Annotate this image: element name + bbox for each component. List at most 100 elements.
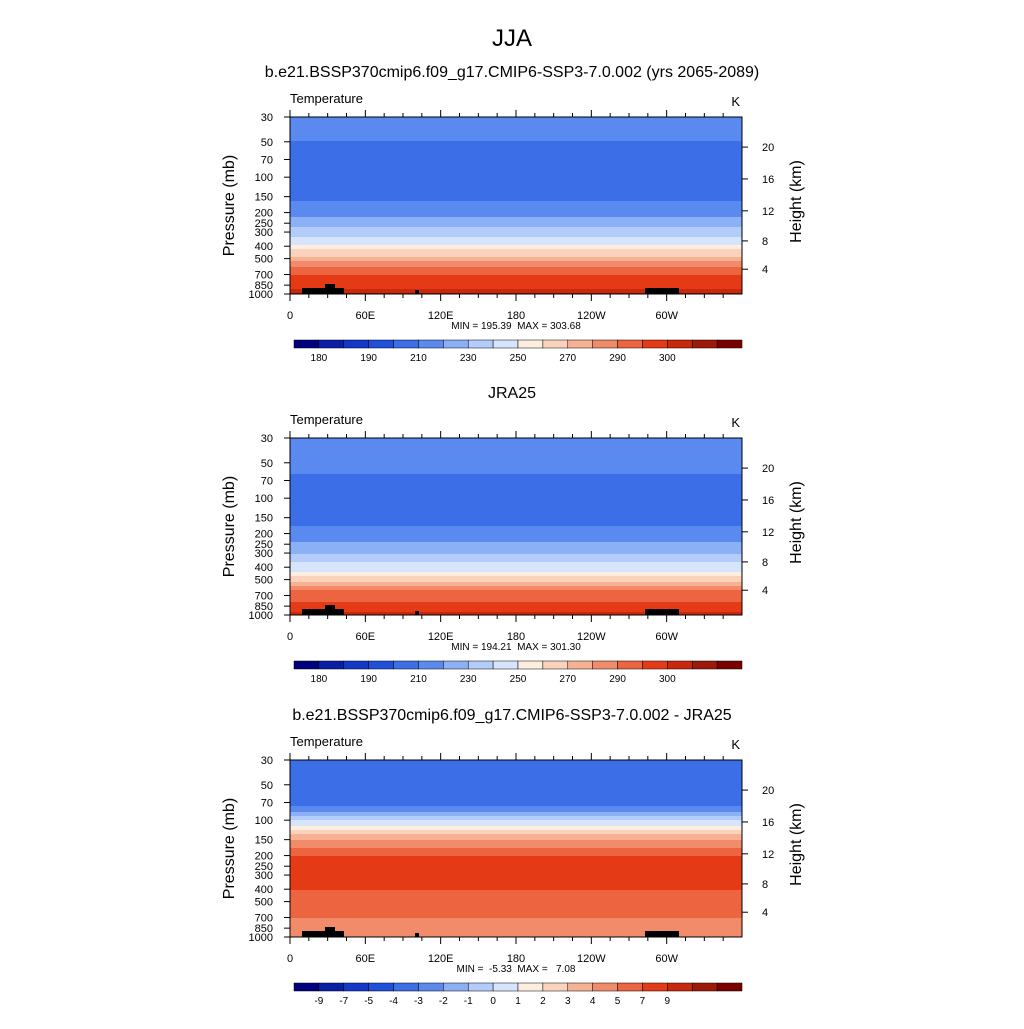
contour-band: [290, 498, 742, 501]
contour-band: [290, 518, 742, 521]
contour-band: [290, 820, 742, 823]
contour-band: [290, 850, 742, 853]
contour-band: [290, 259, 742, 262]
contour-band: [290, 119, 742, 122]
contour-band: [290, 788, 742, 791]
contour-band: [290, 930, 742, 933]
contour-band: [290, 916, 742, 919]
variable-label: Temperature: [290, 734, 363, 749]
contour-band: [290, 484, 742, 487]
colorbar-swatch: [343, 660, 369, 670]
topography: [645, 609, 679, 615]
contour-band: [290, 926, 742, 929]
pressure-tick-label: 150: [255, 192, 273, 204]
lon-tick-label: 0: [287, 631, 293, 643]
pressure-tick-label: 850: [255, 280, 273, 292]
colorbar-label: 210: [410, 674, 427, 685]
contour-band: [290, 440, 742, 443]
y-axis-right-label: Height (km): [788, 803, 805, 886]
contour-band: [290, 486, 742, 489]
contour-band: [290, 504, 742, 507]
contour-band: [290, 558, 742, 561]
contour-band: [290, 606, 742, 609]
colorbar-swatch: [343, 982, 369, 992]
pressure-tick-label: 50: [261, 458, 273, 470]
contour-band: [290, 604, 742, 607]
contour-band: [290, 235, 742, 238]
contour-band: [290, 884, 742, 887]
contour-band: [290, 832, 742, 835]
colorbar-swatch: [691, 982, 718, 992]
pressure-tick-label: 700: [255, 913, 273, 925]
pressure-tick-label: 50: [261, 780, 273, 792]
min-max-stats: MIN = 194.21 MAX = 301.30: [451, 642, 581, 653]
contour-band: [290, 794, 742, 797]
colorbar-swatch: [716, 982, 743, 992]
colorbar-swatch: [517, 982, 544, 992]
contour-band: [290, 185, 742, 188]
contour-band: [290, 804, 742, 807]
contour-band: [290, 468, 742, 471]
colorbar-swatch: [492, 339, 519, 349]
pressure-tick-label: 400: [255, 562, 273, 574]
contour-band: [290, 283, 742, 286]
contour-band: [290, 860, 742, 863]
contour-band: [290, 239, 742, 242]
colorbar-swatch: [467, 660, 494, 670]
colorbar-label: 300: [659, 353, 676, 364]
topography: [645, 931, 679, 937]
contour-band: [290, 766, 742, 769]
pressure-tick-label: 200: [255, 529, 273, 541]
colorbar-swatch: [716, 660, 743, 670]
contour-band: [290, 183, 742, 186]
colorbar-swatch: [667, 660, 693, 670]
colorbar-swatch: [467, 339, 494, 349]
pressure-tick-label: 700: [255, 591, 273, 603]
pressure-tick-label: 30: [261, 433, 273, 445]
contour-band: [290, 446, 742, 449]
contour-band: [290, 492, 742, 495]
pressure-tick-label: 250: [255, 861, 273, 873]
contour-band: [290, 522, 742, 525]
contour-band: [290, 826, 742, 829]
contour-band: [290, 842, 742, 845]
contour-band: [290, 784, 742, 787]
contour-band: [290, 478, 742, 481]
contour-band: [290, 906, 742, 909]
colorbar-swatch: [343, 339, 369, 349]
height-tick-label: 20: [762, 142, 774, 154]
contour-band: [290, 920, 742, 923]
contour-band: [290, 554, 742, 557]
contour-band: [290, 928, 742, 931]
contour-band: [290, 822, 742, 825]
contour-band: [290, 462, 742, 465]
contour-band: [290, 163, 742, 166]
contour-band: [290, 900, 742, 903]
contour-band: [290, 790, 742, 793]
contour-band: [290, 466, 742, 469]
panels: b.e21.BSSP370cmip6.f09_g17.CMIP6-SSP3-7.…: [221, 64, 805, 1007]
topography: [415, 290, 419, 294]
contour-band: [290, 500, 742, 503]
pressure-tick-label: 1000: [249, 932, 273, 944]
colorbar-swatch: [318, 982, 345, 992]
contour-band: [290, 476, 742, 479]
colorbar-label: 300: [659, 674, 676, 685]
contour-band: [290, 566, 742, 569]
contour-band: [290, 874, 742, 877]
contour-band: [290, 155, 742, 158]
pressure-tick-label: 150: [255, 513, 273, 525]
contour-band: [290, 506, 742, 509]
colorbar-label: 290: [609, 674, 626, 685]
colorbar-swatch: [617, 982, 643, 992]
colorbar-swatch: [517, 660, 544, 670]
contour-band: [290, 854, 742, 857]
page-title: JJA: [492, 25, 532, 52]
contour-band: [290, 914, 742, 917]
colorbar-swatch: [617, 660, 643, 670]
colorbar-swatch: [492, 982, 519, 992]
contour-band: [290, 774, 742, 777]
contour-band: [290, 538, 742, 541]
panel-1: b.e21.BSSP370cmip6.f09_g17.CMIP6-SSP3-7.…: [221, 64, 805, 364]
contour-band: [290, 792, 742, 795]
